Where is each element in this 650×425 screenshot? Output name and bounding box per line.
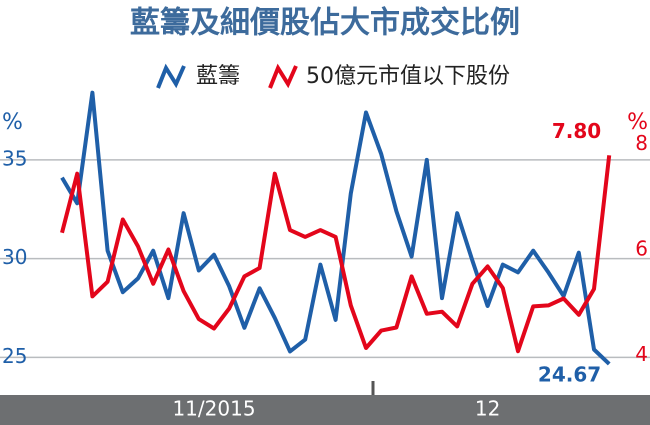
- value-label: 24.67: [538, 362, 601, 386]
- y-tick-label: 35: [2, 146, 27, 170]
- y-tick-label: 25: [2, 344, 27, 368]
- legend-icon: [268, 63, 298, 89]
- line: [60, 90, 611, 366]
- legend-icon: [156, 63, 186, 89]
- y2-tick-label: 8: [635, 131, 648, 155]
- y2-axis-label: %: [627, 110, 648, 135]
- legend-label: 藍籌: [196, 64, 240, 89]
- y2-tick-label: 4: [635, 342, 648, 366]
- value-label: 7.80: [552, 119, 601, 143]
- x-tick-label: 11/2015: [172, 397, 255, 421]
- y-tick-label: 30: [2, 245, 27, 269]
- line: [60, 155, 612, 354]
- x-axis-band: [0, 395, 650, 425]
- legend-label: 50億元市值以下股份: [306, 64, 510, 89]
- y2-tick-label: 6: [635, 237, 648, 261]
- x-tick-label: 12: [475, 397, 500, 421]
- chart-title: 藍籌及細價股佔大市成交比例: [130, 6, 520, 41]
- y-axis-label: %: [2, 110, 23, 135]
